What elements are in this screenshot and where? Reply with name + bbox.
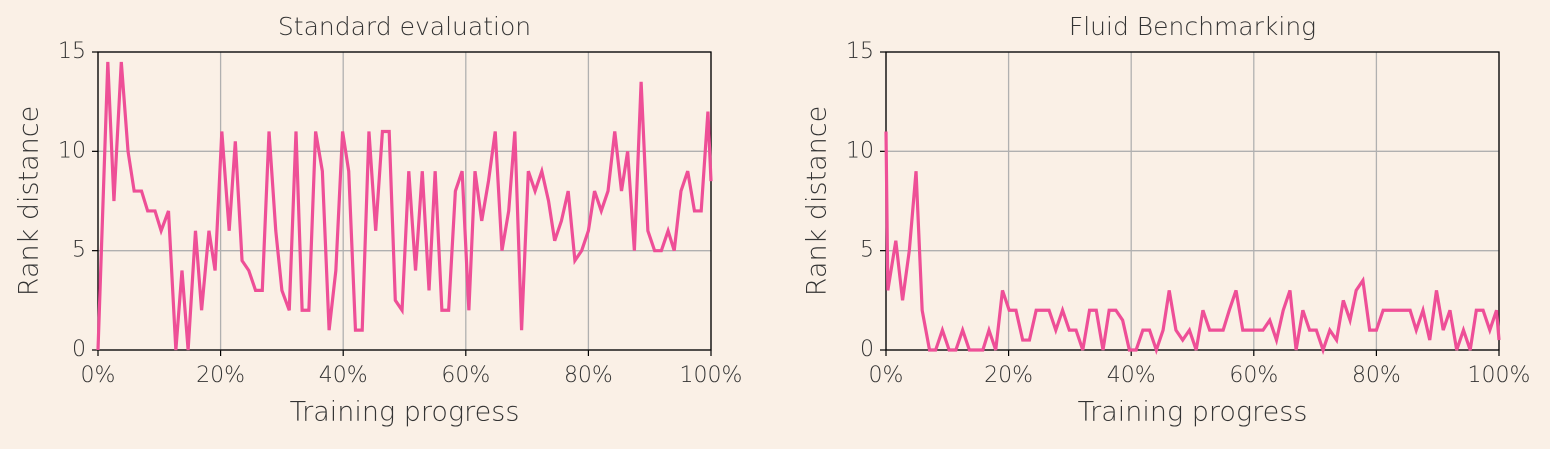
x-tick-label: 60% — [1229, 363, 1278, 388]
x-tick-label: 80% — [564, 363, 613, 388]
y-tick-label: 5 — [860, 238, 874, 263]
y-axis-label: Rank distance — [802, 106, 833, 296]
y-tick-label: 15 — [58, 39, 86, 64]
plot-frame — [885, 51, 1500, 351]
x-axis-label: Training progress — [1078, 397, 1308, 428]
y-tick-label: 0 — [72, 337, 86, 362]
x-tick-label: 40% — [319, 363, 368, 388]
x-tick-label: 80% — [1352, 363, 1401, 388]
x-tick-label: 100% — [1468, 363, 1531, 388]
chart-title: Standard evaluation — [278, 12, 531, 41]
y-tick-label: 10 — [846, 138, 874, 163]
x-tick-label: 40% — [1107, 363, 1156, 388]
x-tick-label: 0% — [81, 363, 116, 388]
data-line — [884, 131, 1501, 355]
data-line — [96, 61, 713, 351]
y-tick-label: 15 — [846, 39, 874, 64]
y-tick-label: 0 — [860, 337, 874, 362]
x-tick-label: 0% — [869, 363, 904, 388]
chart-title: Fluid Benchmarking — [1069, 12, 1316, 41]
y-axis-label: Rank distance — [14, 106, 45, 296]
y-tick-label: 10 — [58, 138, 86, 163]
x-axis-label: Training progress — [290, 397, 520, 428]
y-tick-label: 5 — [72, 238, 86, 263]
x-tick-label: 100% — [680, 363, 743, 388]
x-tick-label: 20% — [196, 363, 245, 388]
x-tick-label: 20% — [984, 363, 1033, 388]
x-tick-label: 60% — [441, 363, 490, 388]
plot-frame — [97, 51, 712, 351]
